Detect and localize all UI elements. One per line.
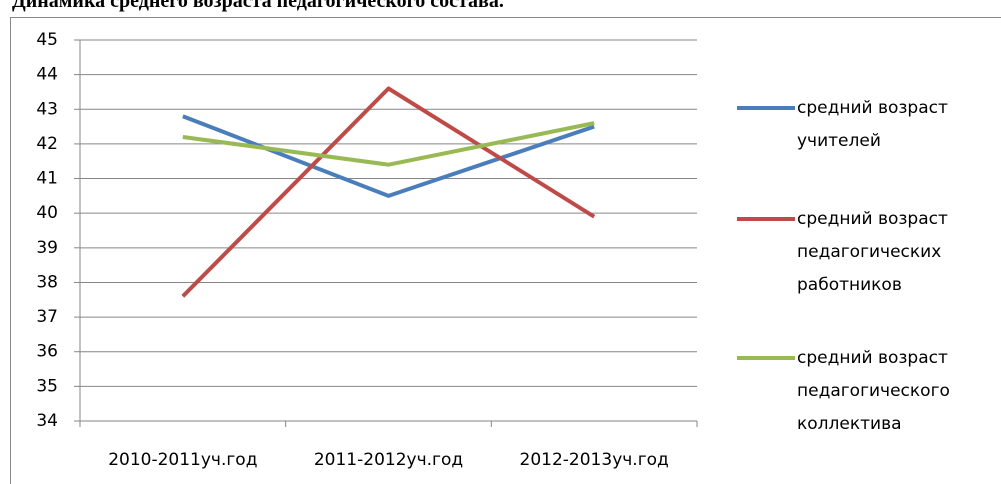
y-tick-label: 42	[36, 134, 58, 154]
y-tick-label: 45	[36, 30, 58, 50]
chart-title: Динамика среднего возраста педагогическо…	[12, 0, 504, 12]
y-tick-label: 37	[36, 307, 58, 327]
legend-label: средний возраст педагогических работнико…	[797, 209, 948, 295]
y-tick-label: 36	[36, 342, 58, 362]
line-series	[182, 121, 595, 167]
y-tick-label: 34	[36, 411, 58, 431]
y-tick-label: 40	[36, 203, 58, 223]
y-tick-label: 35	[36, 376, 58, 396]
line-series	[181, 86, 596, 298]
y-tick-label: 41	[36, 169, 58, 189]
legend-label: средний возраст учителей	[797, 98, 948, 151]
y-tick-label: 38	[36, 272, 58, 292]
y-tick-label: 44	[36, 65, 58, 85]
x-tick-label: 2010-2011уч.год	[108, 450, 257, 470]
y-tick-label: 43	[36, 99, 58, 119]
legend-label: средний возраст педагогического коллекти…	[797, 348, 950, 434]
line-series	[182, 114, 595, 198]
chart-frame	[10, 17, 1001, 484]
x-tick-label: 2012-2013уч.год	[520, 450, 669, 470]
y-tick-label: 39	[36, 238, 58, 258]
x-tick-label: 2011-2012уч.год	[314, 450, 463, 470]
